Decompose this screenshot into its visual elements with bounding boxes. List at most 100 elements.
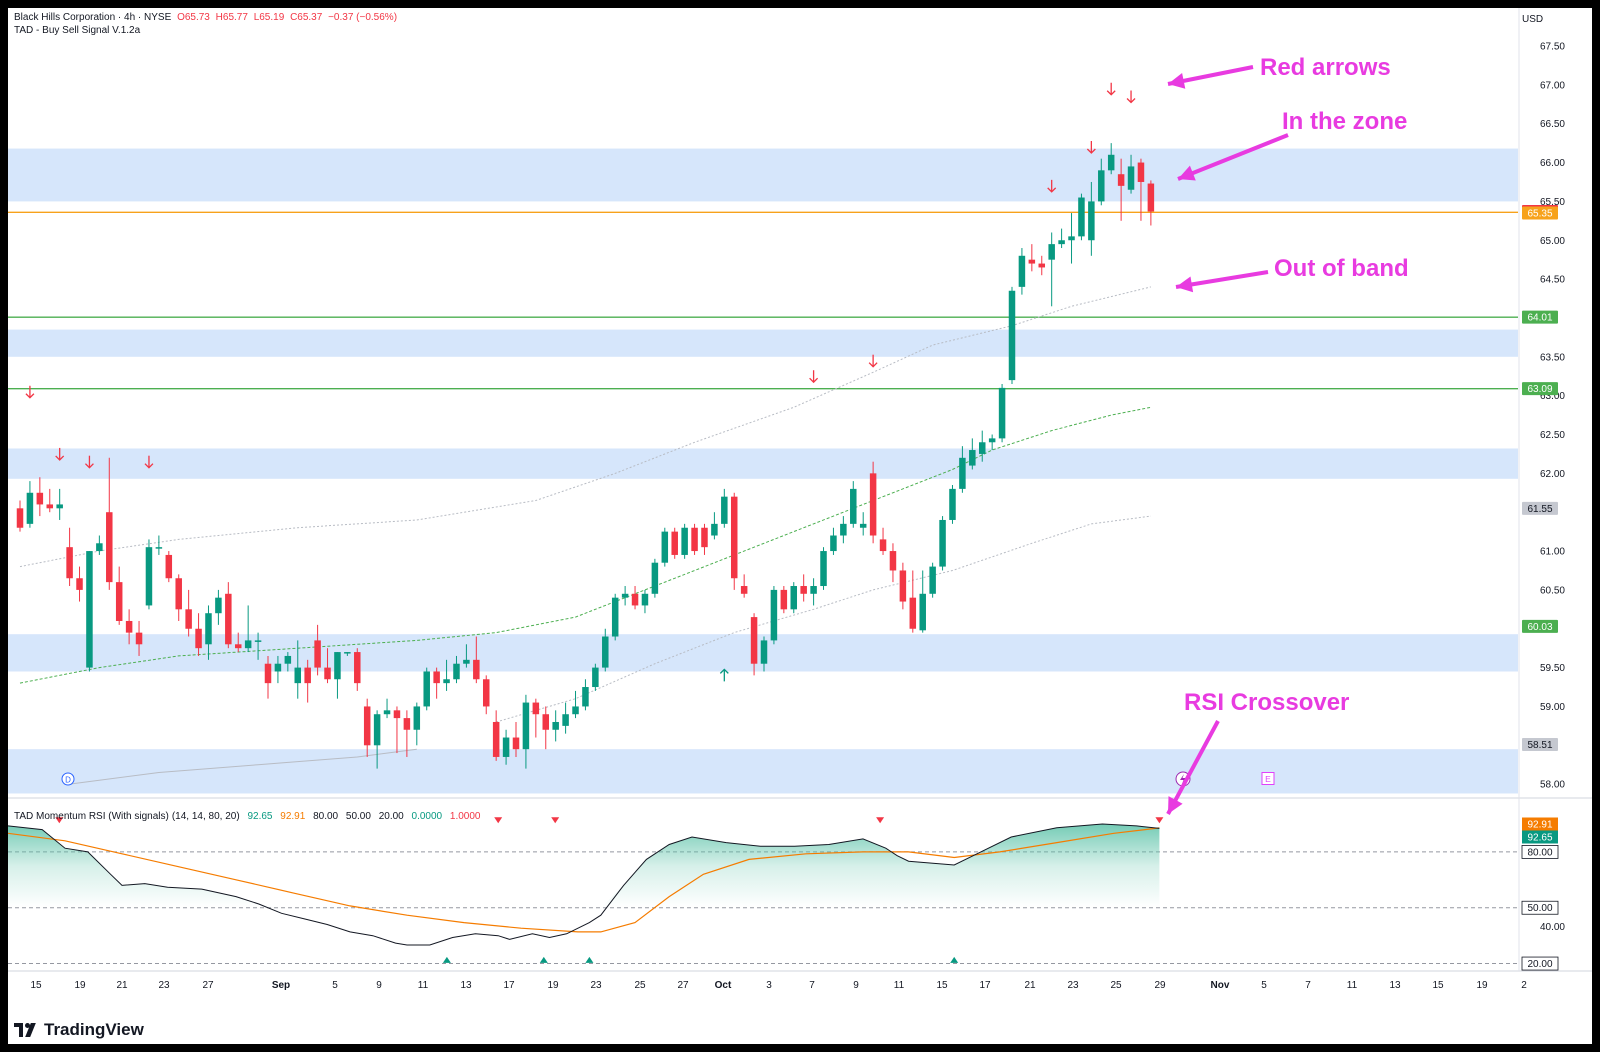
ohlc-low: L65.19 (253, 12, 285, 23)
candle-body (830, 535, 837, 552)
candle (721, 488, 728, 528)
price-axis-tick: 62.00 (1540, 469, 1565, 480)
time-axis-tick: 2 (1521, 980, 1527, 991)
hlines-layer (8, 211, 1518, 390)
candle (621, 586, 629, 606)
candle (661, 527, 669, 567)
upper-band-line (19, 286, 1152, 568)
time-axis-tick: 19 (1476, 980, 1488, 991)
candle-body (661, 531, 669, 563)
time-axis-tick: 27 (677, 980, 689, 991)
time-axis-tick: 19 (547, 980, 559, 991)
sell-arrow-head (868, 362, 878, 368)
rsi-ob-value: 80.00 (313, 811, 339, 822)
indicator-title[interactable]: TAD - Buy Sell Signal V.1.2a (14, 25, 143, 36)
candle (611, 593, 619, 641)
candle (1088, 181, 1095, 256)
symbol-header: Black Hills Corporation · 4h · NYSE O65.… (14, 12, 400, 23)
rsi-mid-value: 50.00 (345, 811, 371, 822)
candle-body (324, 667, 331, 680)
rsi-value: 92.65 (247, 811, 273, 822)
candle-body (354, 652, 361, 684)
rsi-level-label-bg (1521, 956, 1559, 971)
candle-body (740, 586, 748, 594)
candle (691, 523, 698, 555)
candle (195, 613, 202, 656)
candle-body (721, 496, 728, 524)
rsi-level-label-bg (1521, 845, 1559, 859)
candle-body (542, 714, 550, 730)
candle (344, 652, 351, 656)
price-axis-tick: 59.50 (1540, 663, 1565, 674)
candle (681, 523, 688, 559)
price-axis-tick: 67.00 (1540, 80, 1565, 91)
rsi-params: (14, 14, 80, 20) (171, 811, 240, 822)
price-axis-tick: 66.00 (1540, 158, 1565, 169)
candle (671, 527, 678, 559)
rsi-buy-signal-icon (539, 956, 548, 963)
price-label-text: 60.03 (1527, 622, 1552, 633)
candle (393, 706, 401, 754)
candle-body (393, 710, 401, 719)
candle-body (304, 667, 311, 684)
candle (373, 710, 381, 769)
candle-body (1008, 290, 1016, 381)
candle (840, 516, 847, 544)
candle-body (205, 613, 212, 645)
time-axis-tick: 29 (1154, 980, 1166, 991)
rsi-axis-tick: 40.00 (1540, 922, 1565, 933)
rsi-header[interactable]: TAD Momentum RSI (With signals) (14, 14, … (14, 811, 485, 822)
candle-body (760, 640, 768, 664)
candle (770, 586, 778, 645)
candle-body (1117, 174, 1125, 186)
candle-body (46, 504, 54, 509)
candle-body (16, 508, 24, 528)
price-axis-tick: 65.00 (1540, 236, 1565, 247)
dividend-marker-circle (61, 772, 75, 786)
candle (1078, 193, 1085, 241)
lightning-icon-glyph (1180, 774, 1186, 784)
price-label-text: 64.01 (1527, 313, 1552, 324)
candle (1137, 158, 1145, 221)
candle-body (482, 679, 490, 707)
candle-body (850, 488, 857, 524)
support-resistance-zone (8, 749, 1518, 794)
chart-window: Black Hills Corporation · 4h · NYSE O65.… (8, 8, 1592, 1044)
candle-body (373, 714, 381, 746)
rsi-sell-signal-icon (494, 817, 503, 824)
rsi-last-label-bg (1522, 817, 1558, 831)
candle-body (423, 671, 430, 707)
candle-body (602, 636, 609, 668)
candle (790, 582, 798, 614)
candle-body (234, 644, 242, 649)
candle-body (502, 737, 510, 757)
candle (185, 589, 192, 637)
time-axis-tick: 15 (1432, 980, 1444, 991)
candle (502, 729, 510, 765)
candle (106, 457, 113, 590)
candle-body (314, 640, 321, 668)
candle-body (145, 547, 153, 606)
candle-body (522, 702, 530, 750)
annotation-out-of-band-label: Out of band (1274, 255, 1409, 282)
candle-body (691, 527, 698, 552)
sell-arrow-head (55, 455, 65, 461)
axes-layer: 67.50 67.00 66.50 66.00 65.50 65.00 64.50 63.50… (8, 8, 1592, 991)
rsi-signal-value: 92.91 (280, 811, 306, 822)
candle-body (36, 492, 44, 505)
time-axis-tick: 5 (332, 980, 338, 991)
candle-body (988, 438, 996, 443)
candle-body (582, 687, 589, 707)
sell-arrow-icon (55, 447, 65, 461)
tradingview-logo[interactable]: TradingView (14, 1020, 144, 1040)
candle-body (959, 457, 966, 489)
symbol-title[interactable]: Black Hills Corporation · 4h · NYSE (14, 12, 172, 23)
candle-body (840, 523, 847, 536)
rsi-level-label-text: 20.00 (1527, 959, 1552, 970)
annotation-out-of-band-arrow-head-icon (1176, 276, 1194, 293)
candle-body (244, 640, 252, 649)
ohlc-close: C65.37 (290, 12, 323, 23)
candle (532, 698, 540, 738)
rsi-signal-line (8, 827, 1160, 933)
